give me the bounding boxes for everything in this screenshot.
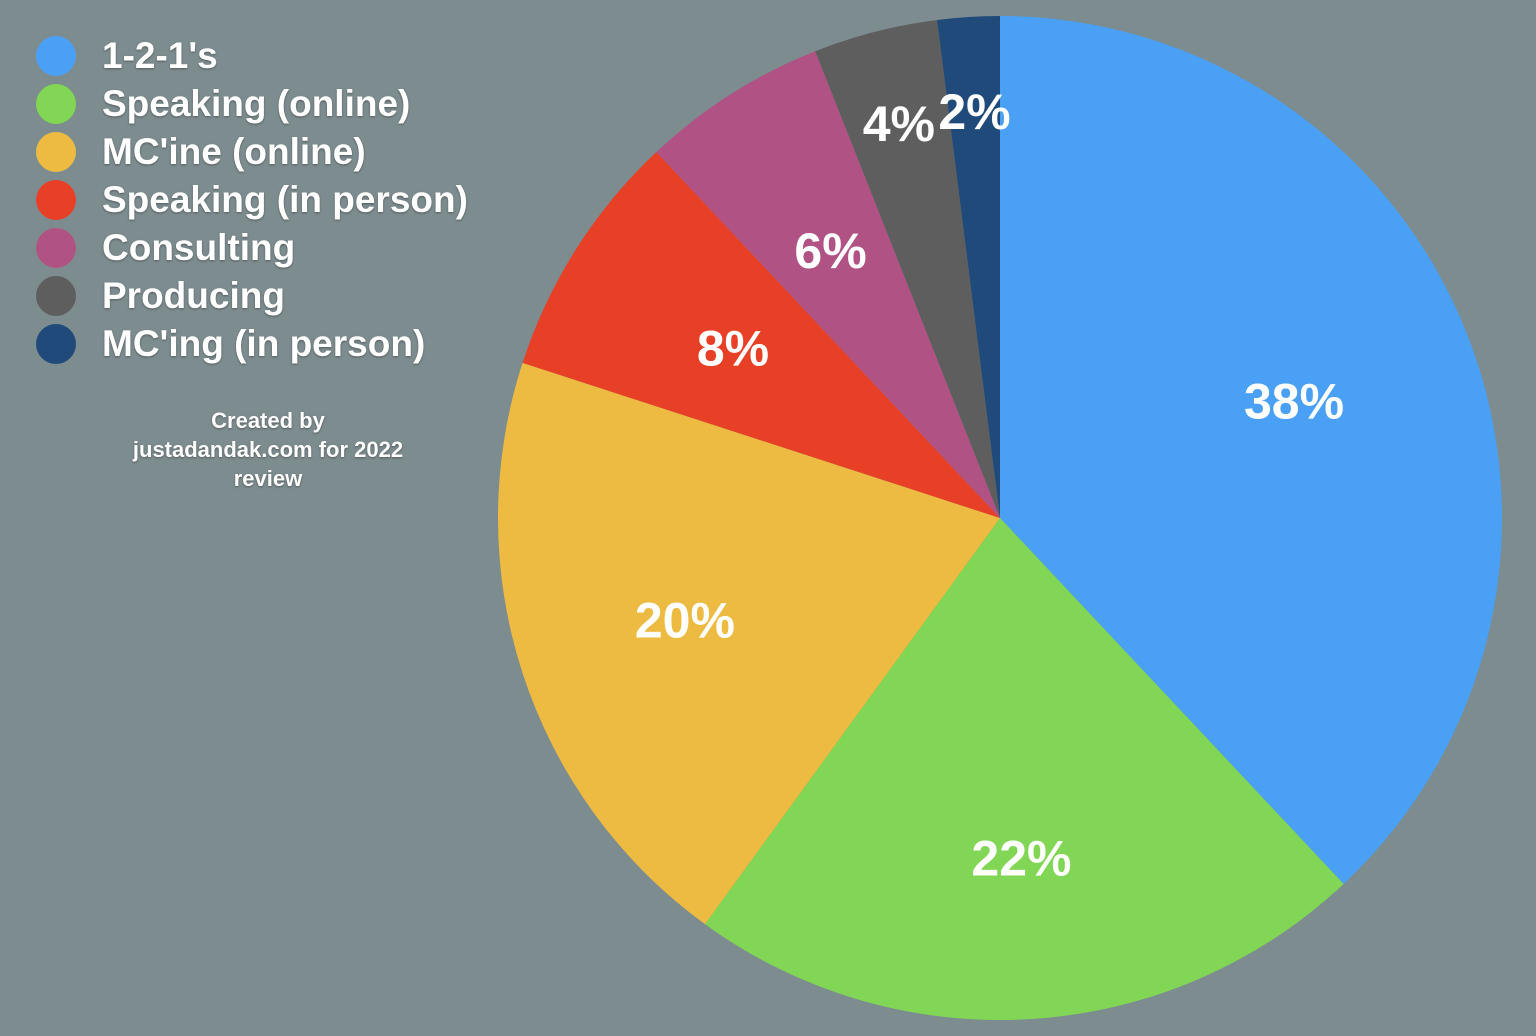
legend-swatch-icon [36, 180, 76, 220]
pie-slice-1 [1000, 16, 1503, 884]
pie-slice-6 [815, 19, 1000, 518]
legend-swatch-icon [36, 228, 76, 268]
slice-value-label-5: 6% [794, 223, 866, 279]
pie-slice-5 [656, 51, 1000, 519]
slice-value-label-1: 38% [1244, 374, 1344, 430]
legend-item-2: Speaking (online) [36, 80, 468, 128]
legend-swatch-icon [36, 276, 76, 316]
legend-label: Speaking (online) [102, 83, 411, 124]
legend-label: MC'ine (online) [102, 131, 366, 172]
pie-slice-labels: 38% 22% 20% 8% 6% 4% 2% [635, 84, 1344, 887]
slice-value-label-2: 22% [971, 831, 1071, 887]
credit-line-3: review [233, 466, 303, 491]
legend-swatch-icon [36, 84, 76, 124]
pie-slice-7 [937, 16, 1000, 518]
legend-item-5: Consulting [36, 224, 468, 272]
legend-label: MC'ing (in person) [102, 323, 426, 364]
legend-label: Producing [102, 275, 285, 316]
legend-label: 1-2-1's [102, 35, 218, 76]
slice-value-label-6: 4% [863, 96, 935, 152]
legend-swatch-icon [36, 36, 76, 76]
pie-slices [498, 16, 1503, 1021]
legend-item-1: 1-2-1's [36, 32, 468, 80]
credit-line-2: justadandak.com for 2022 [132, 437, 404, 462]
slice-value-label-4: 8% [697, 321, 769, 377]
legend-swatch-icon [36, 132, 76, 172]
pie-slice-4 [522, 152, 1000, 519]
slice-value-label-7: 2% [938, 84, 1010, 140]
slice-value-label-3: 20% [635, 592, 735, 648]
legend-swatch-icon [36, 324, 76, 364]
legend-label: Speaking (in person) [102, 179, 468, 220]
legend-item-4: Speaking (in person) [36, 176, 468, 224]
legend-item-3: MC'ine (online) [36, 128, 468, 176]
pie-slice-2 [704, 518, 1344, 1021]
legend-label: Consulting [102, 227, 296, 268]
legend: 1-2-1's Speaking (online) MC'ine (online) S… [36, 32, 468, 368]
credit-annotation: Created by justadandak.com for 2022 revi… [88, 406, 448, 493]
legend-item-7: MC'ing (in person) [36, 320, 468, 368]
legend-item-6: Producing [36, 272, 468, 320]
credit-line-1: Created by [211, 408, 325, 433]
pie-slice-3 [498, 362, 1000, 925]
